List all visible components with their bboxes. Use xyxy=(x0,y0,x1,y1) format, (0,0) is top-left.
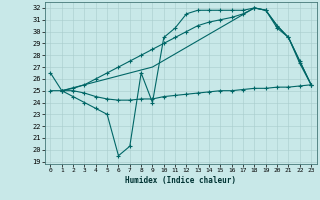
X-axis label: Humidex (Indice chaleur): Humidex (Indice chaleur) xyxy=(125,176,236,185)
